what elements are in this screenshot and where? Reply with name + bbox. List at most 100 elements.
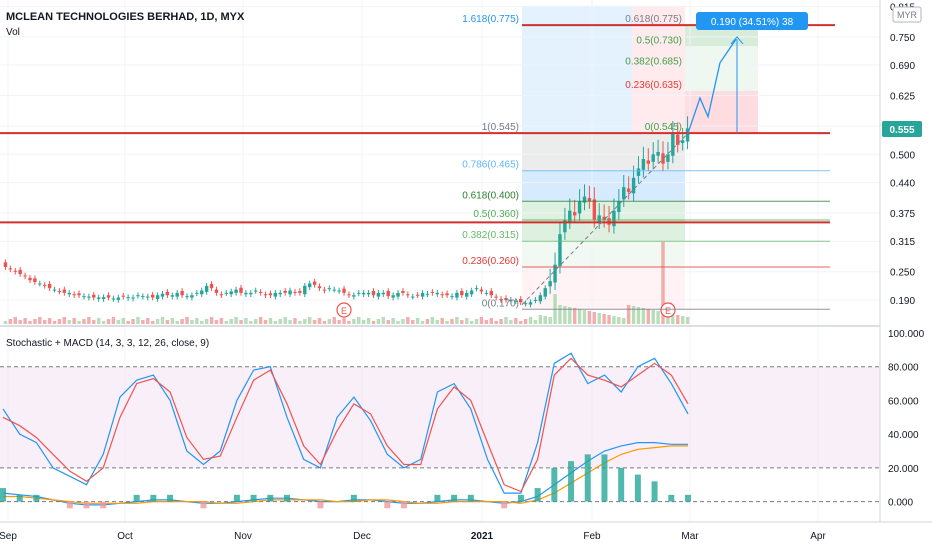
volume-bar <box>28 321 32 324</box>
fib-level-label: 0.5(0.360) <box>473 209 519 220</box>
candle-body <box>322 289 327 291</box>
indicator-tick-label: 60.000 <box>888 396 919 407</box>
volume-bar <box>204 319 209 324</box>
candle-body <box>558 234 562 267</box>
candle-body <box>273 292 278 297</box>
candle-body <box>298 290 302 293</box>
volume-bar <box>342 318 346 324</box>
price-tick-label: 0.440 <box>890 178 915 189</box>
candle-body <box>366 292 371 295</box>
volume-bar <box>214 320 219 324</box>
candle-body <box>141 296 145 298</box>
candle-body <box>676 134 680 145</box>
fib-zone <box>685 25 758 47</box>
candle-body <box>18 269 22 275</box>
fib-level-label: 0(0.170) <box>482 298 519 309</box>
volume-bar <box>190 320 194 324</box>
volume-bar <box>371 321 376 324</box>
last-price-tag <box>882 121 922 137</box>
fib-extension-label: 0(0.545) <box>645 122 682 133</box>
volume-bar <box>445 321 449 324</box>
volume-bar <box>258 317 263 324</box>
volume-bar <box>592 312 597 324</box>
volume-bar <box>474 319 479 324</box>
candle-body <box>425 293 430 295</box>
volume-bar <box>450 319 454 324</box>
candle-body <box>87 296 91 298</box>
candle-body <box>597 215 601 222</box>
macd-histogram-bar <box>66 501 73 509</box>
volume-bar <box>582 310 587 324</box>
candle-body <box>214 289 219 293</box>
candle-body <box>47 283 52 289</box>
price-tick-label: 0.250 <box>890 268 915 279</box>
candle-body <box>8 268 13 270</box>
macd-histogram-bar <box>133 494 140 502</box>
volume-bar <box>509 320 513 324</box>
volume-bar <box>460 320 464 324</box>
volume-bar <box>337 320 341 324</box>
candle-body <box>543 288 547 297</box>
candle-body <box>440 294 444 296</box>
candle-body <box>352 295 356 297</box>
candle-body <box>381 292 386 295</box>
candle-body <box>568 210 572 222</box>
candle-body <box>563 220 567 233</box>
candle-body <box>82 296 86 298</box>
volume-bar <box>234 317 238 324</box>
time-axis[interactable]: Sep Oct Nov Dec 2021 Feb Mar Apr <box>0 531 826 542</box>
volume-bar <box>504 317 508 324</box>
candle-body <box>617 201 621 213</box>
fib-level-label: 1.618(0.775) <box>462 14 519 25</box>
candle-body <box>499 298 503 300</box>
candle-body <box>332 289 336 291</box>
volume-bar <box>298 321 302 324</box>
projection-path <box>687 38 737 134</box>
fib-extension-label: 0.5(0.730) <box>636 35 682 46</box>
time-tick-label: Dec <box>353 531 371 542</box>
currency-label: MYR <box>897 10 918 20</box>
volume-bar <box>327 319 332 324</box>
volume-bar <box>420 321 425 324</box>
volume-bar <box>8 319 13 324</box>
candle-body <box>391 295 395 298</box>
volume-bar <box>425 319 430 324</box>
volume-bar <box>288 320 292 324</box>
volume-bar <box>155 319 160 324</box>
fib-zone <box>522 201 685 221</box>
volume-bar <box>42 320 47 324</box>
candle-body <box>52 289 57 291</box>
volume-bar <box>538 315 543 324</box>
volume-bar <box>52 321 57 324</box>
currency-badge[interactable] <box>892 6 922 23</box>
fib-zone <box>685 67 758 91</box>
volume-bar <box>229 319 233 324</box>
price-tick-label: 0.190 <box>890 296 915 307</box>
candle-body <box>165 291 170 296</box>
volume-bar <box>401 319 405 324</box>
fib-zone <box>522 241 685 268</box>
candle-body <box>180 290 184 296</box>
volume-bar <box>126 321 130 324</box>
volume-bar <box>121 318 125 324</box>
fib-extension-label: 0.618(0.775) <box>625 14 682 25</box>
price-tick-label: 0.500 <box>890 150 915 161</box>
volume-bar <box>195 318 199 324</box>
candle-body <box>116 297 121 300</box>
candle-body <box>209 283 214 289</box>
fib-zone <box>522 220 685 242</box>
fib-zone <box>522 267 685 310</box>
volume-bar <box>307 317 312 324</box>
earnings-marker <box>336 302 352 318</box>
volume-bar <box>249 321 253 324</box>
indicator-series-k <box>2 352 689 494</box>
price-tick-label: 0.315 <box>890 237 915 248</box>
volume-bar <box>523 319 528 324</box>
candle-body <box>386 290 390 297</box>
macd-histogram-bar <box>534 488 541 502</box>
candle-body <box>465 292 469 297</box>
candle-body <box>361 292 366 295</box>
indicator-axis[interactable]: 100.000 80.000 60.000 40.000 20.000 0.000 <box>888 329 925 509</box>
macd-histogram-bar <box>601 454 608 502</box>
